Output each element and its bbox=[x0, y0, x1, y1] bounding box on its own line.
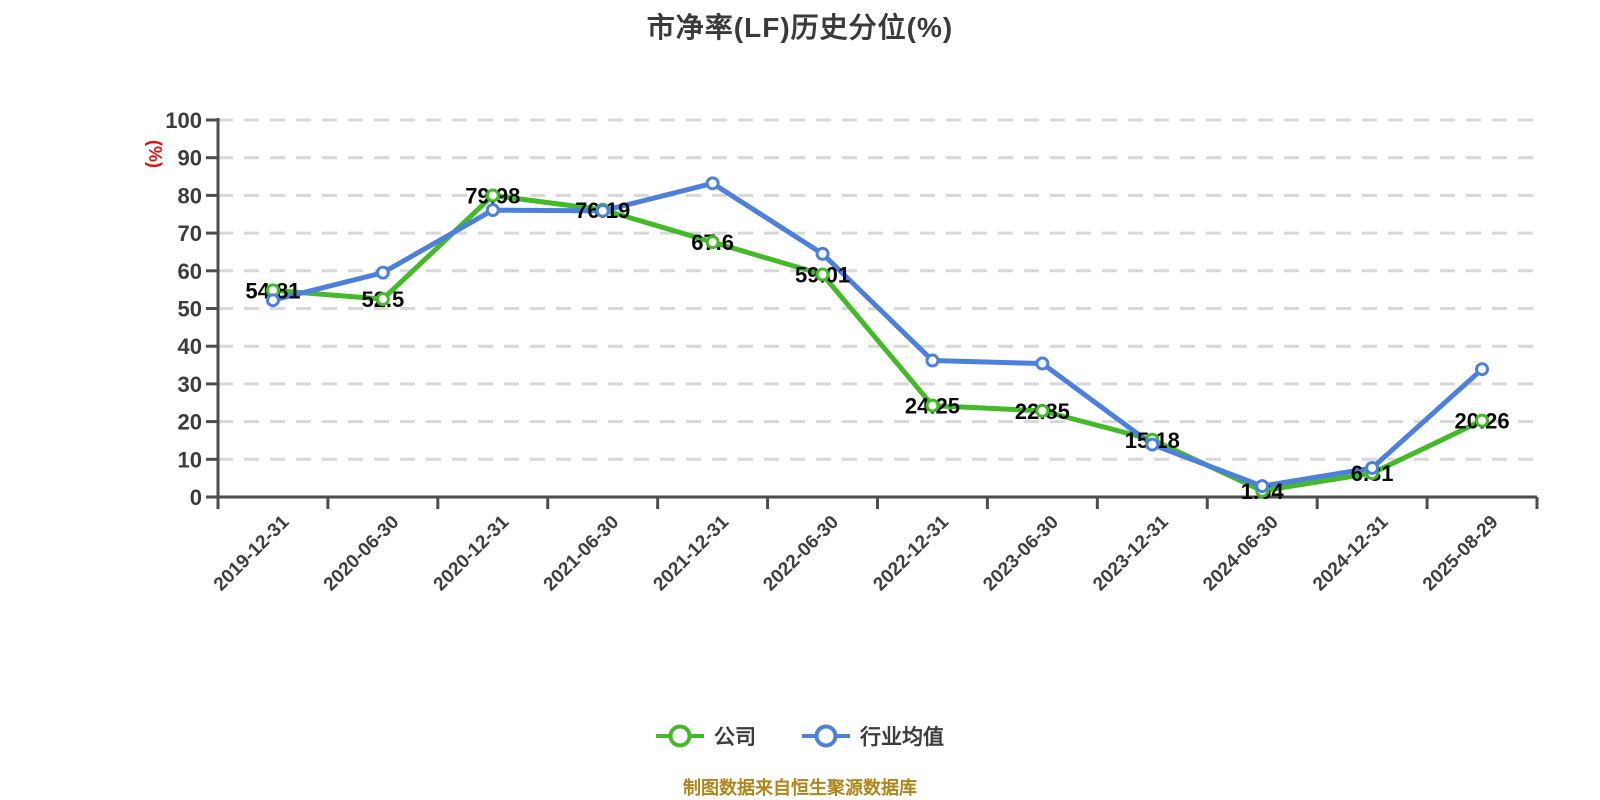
data-point-company bbox=[1035, 403, 1050, 418]
legend-item-company[interactable]: 公司 bbox=[656, 721, 756, 751]
data-point-industry-average bbox=[375, 265, 390, 280]
y-axis-tick-label: 20 bbox=[178, 410, 202, 435]
legend-marker-industry-average-icon bbox=[802, 724, 850, 748]
y-axis-tick-label: 40 bbox=[178, 334, 202, 359]
x-axis-tick-label: 2023-06-30 bbox=[979, 512, 1063, 596]
y-axis-unit-label: (%) bbox=[145, 140, 165, 168]
data-point-company bbox=[485, 188, 500, 203]
chart-title: 市净率(LF)历史分位(%) bbox=[646, 12, 954, 43]
data-point-industry-average bbox=[1475, 362, 1490, 377]
data-point-industry-average bbox=[595, 203, 610, 218]
data-point-industry-average bbox=[1035, 356, 1050, 371]
data-source-note: 制图数据来自恒生聚源数据库 bbox=[683, 778, 917, 798]
series-line-industry-average bbox=[270, 180, 1485, 489]
data-point-company bbox=[1475, 413, 1490, 428]
y-axis-tick-label: 80 bbox=[178, 183, 202, 208]
x-axis-tick-label: 2023-12-31 bbox=[1089, 511, 1173, 595]
data-point-company bbox=[705, 235, 720, 250]
x-axis-tick-label: 2021-06-30 bbox=[540, 512, 624, 596]
y-axis-tick-label: 70 bbox=[178, 221, 202, 246]
data-point-industry-average bbox=[1145, 437, 1160, 452]
legend-item-label: 行业均值 bbox=[860, 726, 944, 749]
x-axis-tick-label: 2020-06-30 bbox=[320, 512, 404, 596]
y-axis-tick-label: 100 bbox=[165, 108, 202, 133]
y-axis-tick-label: 10 bbox=[178, 447, 202, 472]
x-axis-tick-label: 2024-12-31 bbox=[1309, 511, 1393, 595]
y-axis-tick-label: 90 bbox=[178, 146, 202, 171]
y-axis-tick-label: 60 bbox=[178, 259, 202, 284]
x-axis-tick-label: 2021-12-31 bbox=[650, 511, 734, 595]
x-axis-tick-label: 2019-12-31 bbox=[210, 511, 294, 595]
legend: 公司 行业均值 bbox=[0, 718, 1600, 754]
data-point-industry-average bbox=[925, 353, 940, 368]
y-axis-tick-label: 30 bbox=[178, 372, 202, 397]
data-point-industry-average bbox=[705, 176, 720, 191]
legend-marker-company-icon bbox=[656, 724, 704, 748]
x-axis-tick-label: 2024-06-30 bbox=[1199, 512, 1283, 596]
data-point-company bbox=[925, 398, 940, 413]
data-point-industry-average bbox=[1365, 460, 1380, 475]
x-axis-tick-label: 2022-12-31 bbox=[869, 511, 953, 595]
data-point-industry-average bbox=[815, 246, 830, 261]
y-axis-tick-label: 50 bbox=[178, 297, 202, 322]
x-axis-tick-label: 2025-08-29 bbox=[1419, 512, 1503, 596]
y-axis-tick-label: 0 bbox=[190, 485, 202, 510]
data-point-company bbox=[375, 292, 390, 307]
legend-item-label: 公司 bbox=[714, 726, 756, 749]
data-point-industry-average bbox=[265, 293, 280, 308]
data-point-industry-average bbox=[1255, 479, 1270, 494]
x-axis-tick-label: 2020-12-31 bbox=[430, 511, 514, 595]
data-point-industry-average bbox=[485, 203, 500, 218]
x-axis-tick-label: 2022-06-30 bbox=[759, 512, 843, 596]
data-point-company bbox=[815, 267, 830, 282]
legend-item-industry-average[interactable]: 行业均值 bbox=[802, 721, 944, 751]
series-line-company bbox=[270, 192, 1485, 494]
